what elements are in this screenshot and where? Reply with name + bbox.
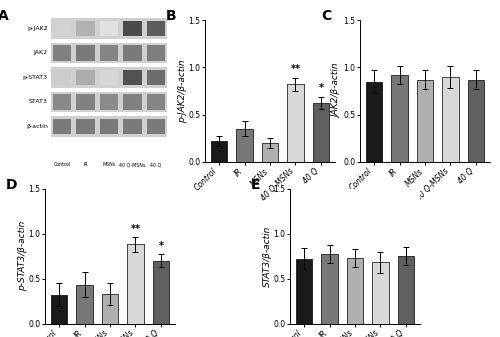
Bar [51, 42, 166, 63]
Text: C: C [321, 9, 331, 23]
Bar [123, 45, 142, 61]
Text: **: ** [130, 224, 140, 234]
Bar [51, 67, 166, 88]
Bar [146, 45, 165, 61]
Text: JAK2: JAK2 [34, 50, 48, 55]
Bar [53, 21, 71, 36]
Text: p-STAT3: p-STAT3 [23, 75, 48, 80]
Bar [346, 258, 364, 324]
Bar [51, 295, 68, 324]
Bar [392, 75, 408, 162]
Bar [468, 80, 484, 162]
Bar [123, 21, 142, 36]
Y-axis label: STAT3/β-actin: STAT3/β-actin [262, 225, 272, 287]
Text: **: ** [290, 64, 300, 74]
Text: Control: Control [54, 162, 70, 167]
Text: 40 Q: 40 Q [150, 162, 162, 167]
Bar [398, 256, 414, 324]
Bar [100, 70, 118, 85]
Text: p-JAK2: p-JAK2 [27, 26, 48, 31]
Bar [102, 294, 118, 324]
Bar [76, 94, 94, 110]
Bar [76, 119, 94, 134]
Bar [123, 119, 142, 134]
Text: B: B [166, 9, 176, 23]
Y-axis label: p-JAK2/β-actin: p-JAK2/β-actin [178, 59, 186, 123]
Bar [100, 21, 118, 36]
Y-axis label: p-STAT3/β-actin: p-STAT3/β-actin [18, 221, 26, 291]
Bar [287, 84, 304, 162]
Text: *: * [318, 83, 324, 93]
Bar [76, 45, 94, 61]
Bar [76, 70, 94, 85]
Bar [76, 285, 93, 324]
Text: β-actin: β-actin [26, 124, 48, 129]
Bar [442, 77, 458, 162]
Text: 40 Q-MSNs: 40 Q-MSNs [120, 162, 146, 167]
Bar [51, 92, 166, 112]
Bar [100, 45, 118, 61]
Bar [53, 70, 71, 85]
Bar [53, 94, 71, 110]
Bar [53, 119, 71, 134]
Text: *: * [158, 241, 164, 251]
Bar [236, 129, 253, 162]
Bar [372, 263, 388, 324]
Bar [296, 259, 312, 324]
Y-axis label: JAK2/β-actin: JAK2/β-actin [332, 64, 342, 118]
Text: MSNs: MSNs [102, 162, 116, 167]
Bar [322, 254, 338, 324]
Bar [262, 143, 278, 162]
Bar [51, 116, 166, 137]
Bar [366, 82, 382, 162]
Bar [127, 244, 144, 324]
Bar [146, 21, 165, 36]
Bar [146, 94, 165, 110]
Bar [123, 70, 142, 85]
Bar [123, 94, 142, 110]
Bar [76, 21, 94, 36]
Text: D: D [6, 178, 18, 192]
Bar [51, 18, 166, 39]
Bar [100, 119, 118, 134]
Text: IR: IR [83, 162, 88, 167]
Bar [312, 103, 329, 162]
Text: E: E [251, 178, 260, 192]
Bar [211, 141, 228, 162]
Bar [146, 70, 165, 85]
Text: STAT3: STAT3 [29, 99, 48, 104]
Bar [152, 261, 169, 324]
Bar [100, 94, 118, 110]
Text: A: A [0, 8, 9, 23]
Bar [146, 119, 165, 134]
Bar [53, 45, 71, 61]
Bar [416, 80, 434, 162]
